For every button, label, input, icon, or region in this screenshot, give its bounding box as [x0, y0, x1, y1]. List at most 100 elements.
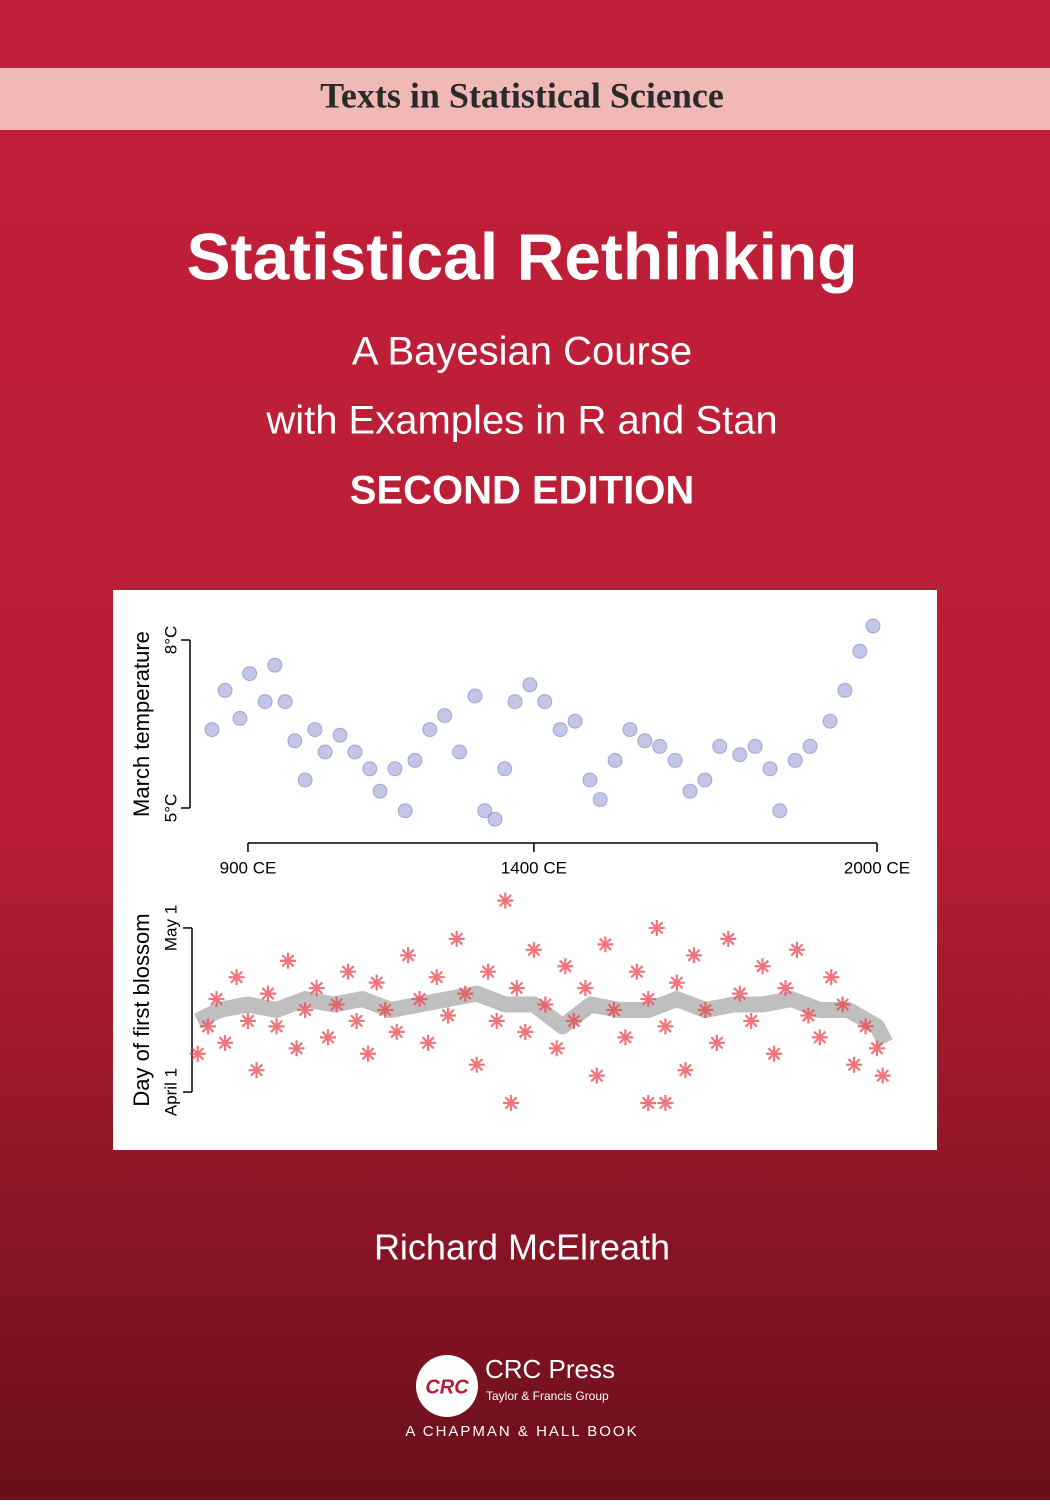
point	[637, 733, 653, 749]
point	[368, 974, 385, 991]
point	[548, 1040, 565, 1057]
point	[857, 1018, 874, 1035]
point	[597, 936, 614, 953]
point	[467, 688, 483, 704]
point	[422, 722, 438, 738]
point	[360, 1045, 377, 1062]
point	[823, 969, 840, 986]
point	[277, 694, 293, 710]
point	[652, 738, 668, 754]
logo-circle	[416, 1355, 478, 1417]
point	[622, 722, 638, 738]
point	[400, 947, 417, 964]
point	[868, 1040, 885, 1057]
point	[340, 963, 357, 980]
point	[497, 892, 514, 909]
point	[307, 722, 323, 738]
point	[525, 941, 542, 958]
y-tick-label: April 1	[161, 1068, 180, 1116]
point	[362, 761, 378, 777]
point	[508, 980, 525, 997]
point	[348, 1012, 365, 1029]
imprint: A CHAPMAN & HALL BOOK	[405, 1423, 638, 1440]
author: Richard McElreath	[374, 1227, 670, 1268]
point	[407, 752, 423, 768]
point	[217, 1034, 234, 1051]
point	[228, 969, 245, 986]
point	[657, 1018, 674, 1035]
point	[682, 783, 698, 799]
point	[420, 1034, 437, 1051]
point	[802, 738, 818, 754]
point	[537, 694, 553, 710]
logo-text: CRC	[425, 1376, 469, 1398]
point	[788, 941, 805, 958]
edition: SECOND EDITION	[350, 469, 694, 513]
y-tick-label: 8°C	[161, 626, 180, 655]
publisher-group: Taylor & Francis Group	[486, 1389, 609, 1403]
x-tick-label: 2000 CE	[844, 858, 910, 877]
point	[448, 930, 465, 947]
point	[487, 811, 503, 827]
x-tick-label: 1400 CE	[501, 858, 567, 877]
point	[865, 618, 881, 634]
point	[259, 985, 276, 1002]
point	[199, 1018, 216, 1035]
point	[811, 1029, 828, 1046]
point	[457, 985, 474, 1002]
point	[332, 727, 348, 743]
y-axis-label: March temperature	[129, 631, 154, 817]
point	[772, 803, 788, 819]
point	[488, 1012, 505, 1029]
point	[397, 803, 413, 819]
point	[557, 958, 574, 975]
point	[667, 752, 683, 768]
point	[328, 996, 345, 1013]
point	[743, 1012, 760, 1029]
point	[577, 980, 594, 997]
point	[257, 694, 273, 710]
point	[308, 980, 325, 997]
point	[762, 761, 778, 777]
point	[189, 1045, 206, 1062]
point	[617, 1029, 634, 1046]
point	[503, 1094, 520, 1111]
point	[685, 947, 702, 964]
point	[677, 1062, 694, 1079]
point	[387, 761, 403, 777]
point	[468, 1056, 485, 1073]
point	[657, 1094, 674, 1111]
point	[297, 1002, 314, 1018]
y-tick-label: May 1	[161, 905, 180, 951]
point	[582, 772, 598, 788]
point	[317, 744, 333, 760]
point	[288, 1040, 305, 1057]
point	[377, 1002, 394, 1018]
point	[834, 996, 851, 1013]
point	[480, 963, 497, 980]
point	[552, 722, 568, 738]
point	[507, 694, 523, 710]
subtitle: with Examples in R and Stan	[265, 399, 777, 443]
x-tick-label: 900 CE	[220, 858, 277, 877]
point	[208, 991, 225, 1008]
point	[640, 1094, 657, 1111]
point	[204, 722, 220, 738]
point	[846, 1056, 863, 1073]
title: Statistical Rethinking	[186, 219, 857, 293]
point	[517, 1023, 534, 1040]
point	[668, 974, 685, 991]
point	[565, 1012, 582, 1029]
point	[697, 772, 713, 788]
point	[822, 713, 838, 729]
point	[297, 772, 313, 788]
point	[372, 783, 388, 799]
point	[787, 752, 803, 768]
point	[522, 677, 538, 693]
point	[852, 643, 868, 659]
point	[411, 991, 428, 1008]
point	[607, 752, 623, 768]
y-tick-label: 5°C	[161, 794, 180, 823]
point	[428, 969, 445, 986]
